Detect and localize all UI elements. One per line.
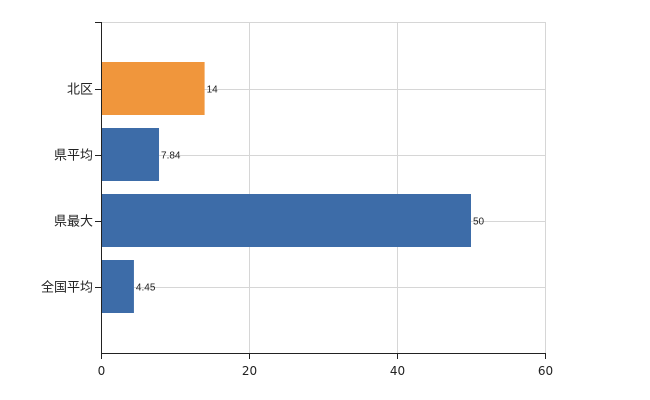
x-tick-label: 60 — [538, 364, 553, 378]
bar-value-label: 7.84 — [161, 151, 181, 162]
category-label: 県最大 — [54, 215, 93, 230]
bar-value-label: 50 — [473, 217, 485, 228]
bar — [101, 260, 134, 313]
category-label: 北区 — [67, 83, 93, 98]
x-tick-label: 0 — [98, 364, 106, 378]
x-tick-label: 20 — [242, 364, 257, 378]
category-label: 県平均 — [54, 149, 93, 164]
category-label: 全国平均 — [41, 280, 93, 296]
x-tick-label: 40 — [390, 364, 405, 378]
bars — [101, 62, 471, 313]
bar — [101, 62, 205, 115]
axes — [95, 22, 546, 359]
bar — [101, 128, 160, 181]
bar-value-label: 4.45 — [136, 283, 156, 294]
bar — [101, 194, 471, 247]
bar-value-label: 14 — [207, 85, 219, 96]
